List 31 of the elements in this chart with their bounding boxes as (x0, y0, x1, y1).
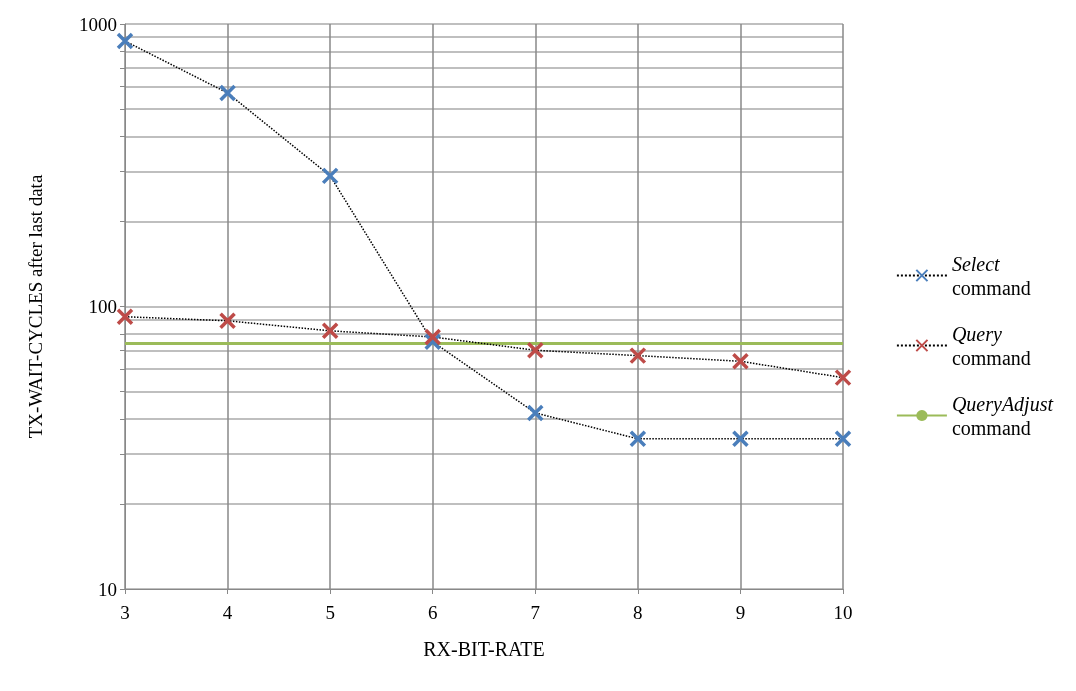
x-tick-label: 4 (222, 602, 233, 623)
point (116, 32, 134, 50)
point (629, 430, 647, 448)
point (218, 84, 237, 102)
point (834, 368, 852, 387)
point (321, 167, 339, 185)
point (629, 346, 647, 365)
x-tick-label: 7 (530, 602, 541, 623)
point (834, 430, 852, 448)
point (731, 352, 750, 370)
x-tick-label: 8 (633, 602, 643, 623)
point (423, 328, 442, 346)
legend-label: Query command (951, 322, 1031, 369)
legend-label: Select command (951, 252, 1031, 299)
y-tick-label: 10 (98, 578, 117, 600)
point (731, 430, 750, 448)
point (116, 307, 134, 326)
y-tick-label: 100 (88, 296, 117, 317)
x-tick-label: 6 (427, 602, 438, 623)
x-tick-label: 5 (325, 602, 335, 623)
point (526, 341, 545, 360)
x-tick-label: 10 (833, 602, 853, 623)
y-axis-title: TX-WAIT-CYCLES after last data (25, 174, 46, 439)
x-tick-label: 9 (735, 602, 746, 623)
x-tick-label: 3 (120, 602, 130, 623)
point (321, 322, 339, 340)
point (218, 312, 237, 330)
legend-label: QueryAdjust command (951, 392, 1054, 439)
y-tick-label: 1000 (79, 13, 117, 35)
x-axis-title: RX-BIT-RATE (423, 638, 545, 660)
point (526, 404, 545, 422)
